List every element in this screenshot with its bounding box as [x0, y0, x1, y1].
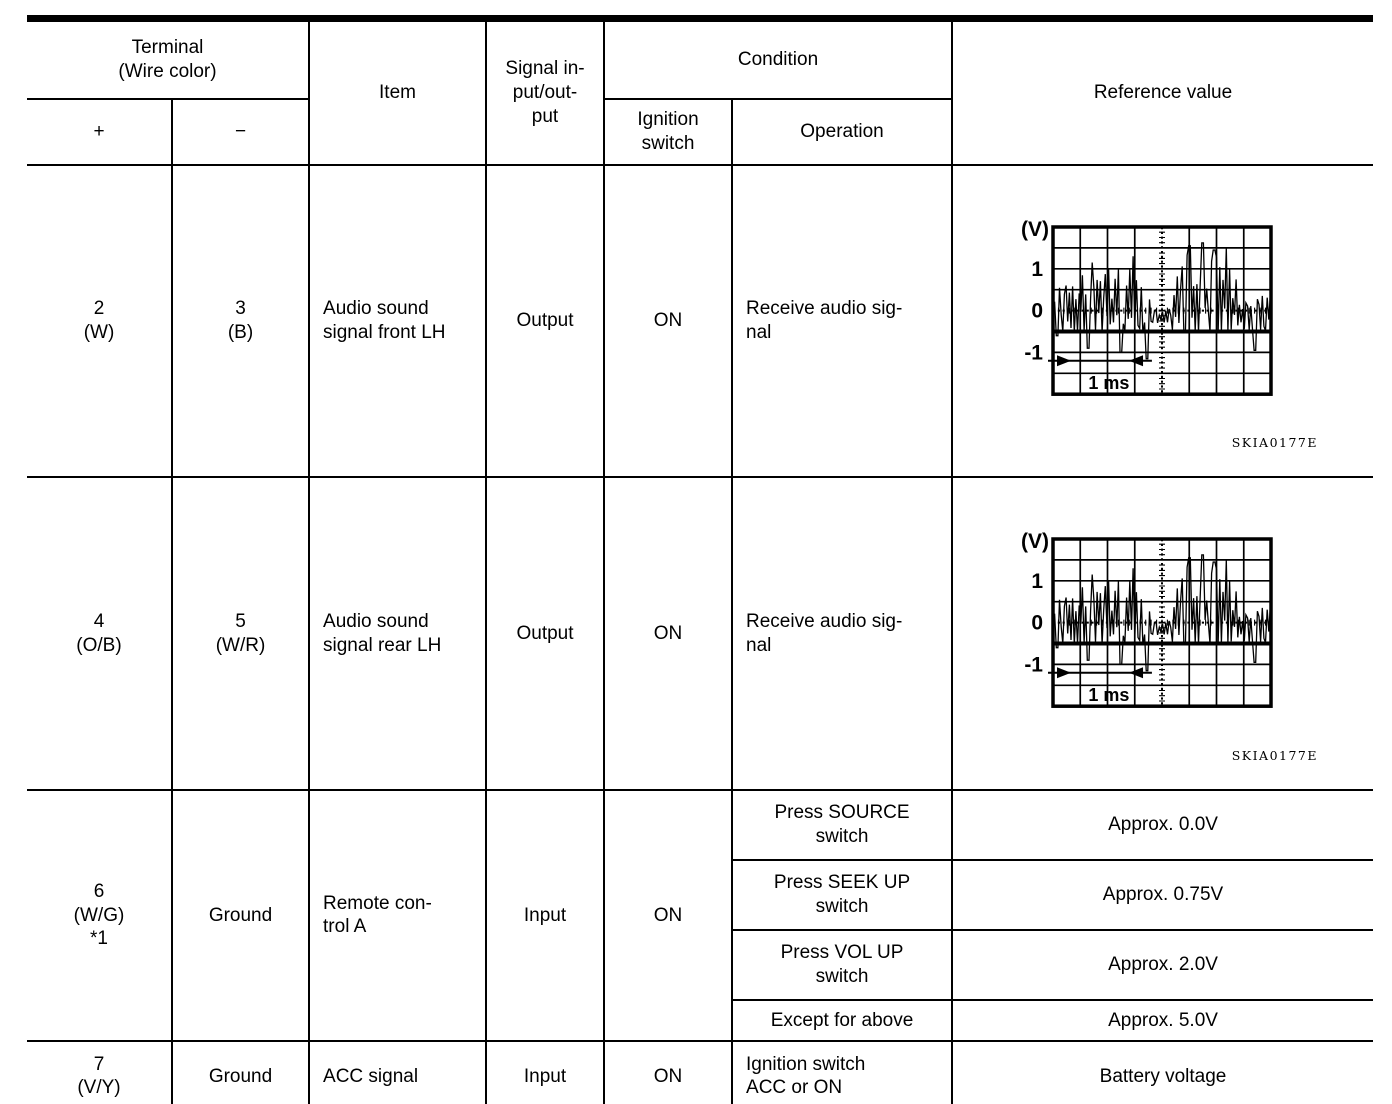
header-terminal-plus: + [27, 97, 173, 166]
cell-operation: Ignition switch ACC or ON [731, 1039, 954, 1104]
cell-signal-io: Input [485, 1039, 606, 1104]
table-row: Press SEEK UP switch Approx. 0.75V [27, 858, 1374, 931]
header-terminal-minus: − [170, 97, 311, 166]
scope-time-label: 1 ms [1088, 685, 1129, 705]
cell-signal-io: Input [485, 788, 606, 1042]
table-row: 6 (W/G) *1 Ground Remote con- trol A Inp… [27, 788, 1374, 1042]
cell-ignition: ON [603, 163, 734, 479]
waveform-trace [1052, 241, 1272, 359]
cell-terminal-minus: 5 (W/R) [170, 476, 311, 791]
cell-operation: Press VOL UP switch [731, 928, 954, 1001]
cell-operation: Except for above [731, 998, 954, 1042]
cell-ignition: ON [603, 1039, 734, 1104]
cell-item: Audio sound signal rear LH [308, 476, 488, 791]
scope-caption: SKIA0177E [1231, 747, 1319, 763]
cell-operation: Press SOURCE switch [731, 788, 954, 861]
svg-text:1: 1 [1031, 257, 1043, 280]
cell-reference: Approx. 5.0V [951, 998, 1374, 1042]
cell-terminal-plus: 2 (W) [27, 163, 173, 479]
dimension-arrow-right [1057, 667, 1072, 679]
header-terminal: Terminal (Wire color) [27, 17, 311, 100]
cell-ignition: ON [603, 476, 734, 791]
cell-operation: Receive audio sig- nal [731, 476, 954, 791]
cell-item: ACC signal [308, 1039, 488, 1104]
cell-item: Remote con- trol A [308, 788, 488, 1042]
cell-reference: Approx. 2.0V [951, 928, 1374, 1001]
cell-terminal-plus: 4 (O/B) [27, 476, 173, 791]
svg-text:-1: -1 [1024, 341, 1043, 364]
cell-ignition: ON [603, 788, 734, 1042]
cell-reference: Approx. 0.75V [951, 858, 1374, 931]
cell-reference-waveform: (V) 1 0 -1 1 ms SKIA0177E [951, 163, 1374, 479]
svg-text:0: 0 [1031, 299, 1043, 322]
dimension-arrow-left [1129, 667, 1144, 679]
table-row: Press VOL UP switch Approx. 2.0V [27, 928, 1374, 1001]
header-ignition-switch: Ignition switch [603, 97, 734, 166]
cell-terminal-minus: 3 (B) [170, 163, 311, 479]
waveform-trace [1052, 554, 1272, 672]
scope-volt-unit: (V) [1021, 530, 1049, 553]
waveform-svg: (V) 1 0 -1 1 ms [1021, 218, 1273, 396]
cell-terminal-plus: 6 (W/G) *1 [27, 788, 173, 1042]
header-reference-value: Reference value [951, 17, 1374, 166]
table-row: 4 (O/B) 5 (W/R) Audio sound signal rear … [27, 476, 1374, 791]
scope-volt-unit: (V) [1021, 218, 1049, 241]
header-item: Item [308, 17, 488, 166]
dimension-arrow-right [1057, 354, 1072, 366]
oscilloscope-image: (V) 1 0 -1 1 ms SKIA0177E [1007, 191, 1319, 474]
cell-reference: Battery voltage [951, 1039, 1374, 1104]
svg-text:1: 1 [1031, 570, 1043, 593]
cell-reference: Approx. 0.0V [951, 788, 1374, 861]
table-row: 7 (V/Y) Ground ACC signal Input ON Ignit… [27, 1039, 1374, 1104]
cell-terminal-minus: Ground [170, 788, 311, 1042]
cell-signal-io: Output [485, 476, 606, 791]
header-signal-io: Signal in- put/out- put [485, 17, 606, 166]
table-row: Except for above Approx. 5.0V [27, 998, 1374, 1042]
cell-item: Audio sound signal front LH [308, 163, 488, 479]
cell-terminal-minus: Ground [170, 1039, 311, 1104]
svg-text:0: 0 [1031, 612, 1043, 635]
header-condition: Condition [603, 17, 954, 100]
cell-operation: Receive audio sig- nal [731, 163, 954, 479]
cell-terminal-plus: 7 (V/Y) [27, 1039, 173, 1104]
scope-caption: SKIA0177E [1231, 435, 1319, 451]
table-row: 2 (W) 3 (B) Audio sound signal front LH … [27, 163, 1374, 479]
svg-text:-1: -1 [1024, 654, 1043, 677]
cell-signal-io: Output [485, 163, 606, 479]
scope-time-label: 1 ms [1088, 373, 1129, 393]
dimension-arrow-left [1129, 354, 1144, 366]
header-operation: Operation [731, 97, 954, 166]
cell-operation: Press SEEK UP switch [731, 858, 954, 931]
cell-reference-waveform: (V) 1 0 -1 1 ms SKIA0177E [951, 476, 1374, 791]
signal-reference-table: Terminal (Wire color) Item Signal in- pu… [27, 15, 1374, 1104]
oscilloscope-image: (V) 1 0 -1 1 ms SKIA0177E [1007, 504, 1319, 787]
waveform-svg: (V) 1 0 -1 1 ms [1021, 530, 1273, 709]
